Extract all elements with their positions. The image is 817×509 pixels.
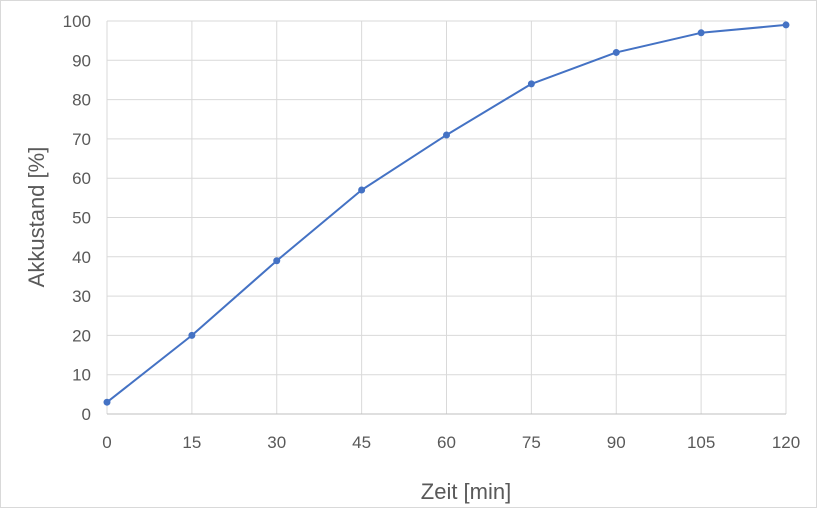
- x-tick-label: 30: [267, 433, 286, 452]
- x-axis-title: Zeit [min]: [421, 479, 511, 504]
- x-tick-label: 75: [522, 433, 541, 452]
- y-tick-label: 50: [72, 209, 91, 228]
- y-tick-label: 40: [72, 248, 91, 267]
- y-axis-title: Akkustand [%]: [24, 147, 49, 288]
- x-tick-label: 45: [352, 433, 371, 452]
- data-point: [273, 257, 281, 265]
- y-tick-label: 60: [72, 169, 91, 188]
- x-tick-label: 60: [437, 433, 456, 452]
- x-tick-label: 15: [182, 433, 201, 452]
- y-tick-label: 80: [72, 91, 91, 110]
- y-tick-label: 0: [82, 405, 91, 424]
- y-tick-label: 30: [72, 287, 91, 306]
- data-point: [697, 29, 705, 37]
- data-point: [358, 186, 366, 194]
- y-tick-label: 90: [72, 51, 91, 70]
- y-axis-tick-labels: 0 10 20 30 40 50 60 70 80 90 100: [63, 12, 91, 424]
- data-point: [527, 80, 535, 88]
- gridlines: [106, 20, 787, 415]
- y-tick-label: 20: [72, 326, 91, 345]
- x-tick-label: 90: [607, 433, 626, 452]
- data-point: [782, 21, 790, 29]
- data-point: [443, 131, 450, 139]
- x-axis-tick-labels: 0 15 30 45 60 75 90 105 120: [102, 433, 800, 452]
- y-tick-label: 10: [72, 366, 91, 385]
- data-point: [188, 331, 196, 339]
- y-tick-label: 70: [72, 130, 91, 149]
- data-point: [103, 398, 111, 406]
- data-series: [103, 21, 790, 406]
- x-tick-label: 105: [687, 433, 715, 452]
- y-tick-label: 100: [63, 12, 91, 31]
- data-point: [612, 48, 620, 56]
- x-tick-label: 0: [102, 433, 111, 452]
- x-tick-label: 120: [772, 433, 800, 452]
